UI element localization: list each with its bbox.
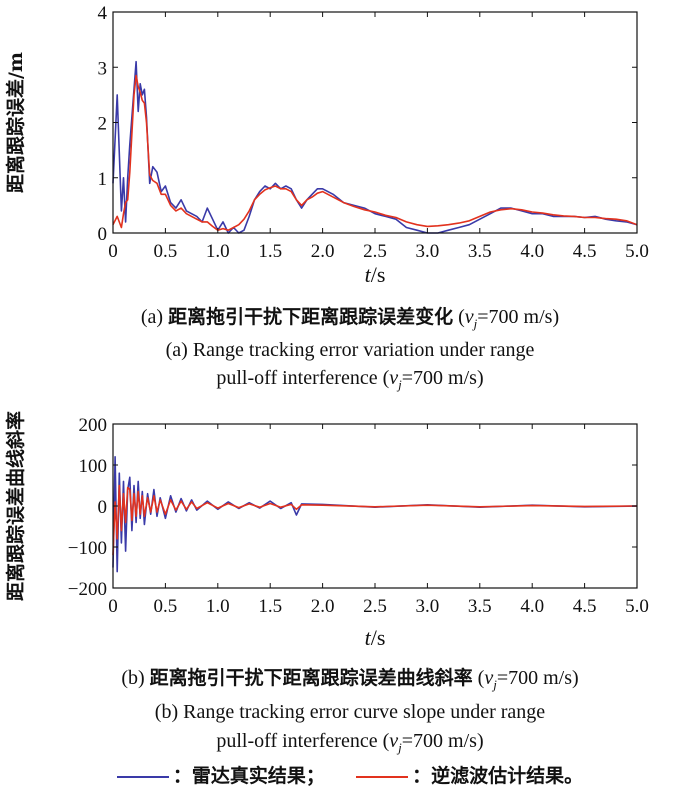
y-tick-label: 0 <box>98 224 108 245</box>
caption-b-zh: (b) 距离拖引干扰下距离跟踪误差曲线斜率 (vj=700 m/s) <box>121 667 579 692</box>
series-filter-line <box>112 484 638 556</box>
series-filter-line <box>112 74 638 231</box>
x-tick-label: 0 <box>108 596 118 617</box>
x-tick-label: 3.0 <box>416 596 440 617</box>
x-tick-label: 5.0 <box>625 596 649 617</box>
legend-filter-line <box>356 776 409 778</box>
x-tick-label: 2.5 <box>363 241 387 262</box>
series-radar-line <box>112 455 638 573</box>
x-tick-label: 3.5 <box>468 596 492 617</box>
x-tick-label: 2.0 <box>311 241 335 262</box>
y-axis-label: 距离跟踪误差曲线斜率 <box>4 411 27 601</box>
x-tick-label: 2.5 <box>363 596 387 617</box>
x-tick-label: 5.0 <box>625 241 649 262</box>
x-tick-label: 1.0 <box>206 241 230 262</box>
caption-a-zh: (a) 距离拖引干扰下距离跟踪误差变化 (vj=700 m/s) <box>140 306 560 331</box>
series-radar-line <box>112 60 638 234</box>
x-tick-label: 1.5 <box>258 241 282 262</box>
caption-b-en-line2: pull-off interference (vj=700 m/s) <box>216 730 484 755</box>
chart-a-range-tracking-error: 0 0.5 1.0 1.5 2.0 2.5 3.0 3.5 4.0 4.5 5.0 0 1 2 3 4 t/s 距… <box>4 3 649 287</box>
x-axis-label: t/s <box>365 262 386 287</box>
y-tick-label: 3 <box>98 58 108 79</box>
x-tick-label: 4.5 <box>573 596 597 617</box>
y-tick-label: 1 <box>98 169 108 190</box>
caption-a-en-line2: pull-off interference (vj=700 m/s) <box>216 367 484 392</box>
x-tick-label: 4.0 <box>520 596 544 617</box>
y-axis-label: 距离跟踪误差/m <box>4 52 27 193</box>
caption-a-en-line1: (a) Range tracking error variation under… <box>165 339 535 361</box>
caption-b-en-line1: (b) Range tracking error curve slope und… <box>154 701 546 723</box>
legend-filter-label: ：逆滤波估计结果。 <box>412 765 584 787</box>
y-tick-label: −100 <box>68 538 107 559</box>
legend-radar-label: ：雷达真实结果； <box>172 765 325 787</box>
x-axis-label: t/s <box>365 625 386 650</box>
x-tick-label: 4.5 <box>573 241 597 262</box>
x-tick-label: 1.0 <box>206 596 230 617</box>
x-tick-label: 2.0 <box>311 596 335 617</box>
y-tick-label: 200 <box>79 415 108 436</box>
x-tick-label: 4.0 <box>520 241 544 262</box>
legend: ：雷达真实结果； ：逆滤波估计结果。 <box>0 764 700 788</box>
y-tick-label: 4 <box>98 3 108 24</box>
x-tick-label: 0.5 <box>154 241 178 262</box>
y-tick-label: 2 <box>98 114 108 135</box>
y-tick-label: 0 <box>98 497 108 518</box>
x-tick-label: 0 <box>108 241 118 262</box>
x-tick-label: 0.5 <box>154 596 178 617</box>
y-tick-label: −200 <box>68 579 107 600</box>
x-tick-label: 3.0 <box>416 241 440 262</box>
x-tick-label: 3.5 <box>468 241 492 262</box>
plot-frame <box>112 11 638 234</box>
y-tick-label: 100 <box>79 456 108 477</box>
x-tick-label: 1.5 <box>258 596 282 617</box>
chart-b-error-slope: 0 0.5 1.0 1.5 2.0 2.5 3.0 3.5 4.0 4.5 5.0 −200 −100 0… <box>4 411 649 650</box>
legend-radar-line <box>116 776 169 778</box>
